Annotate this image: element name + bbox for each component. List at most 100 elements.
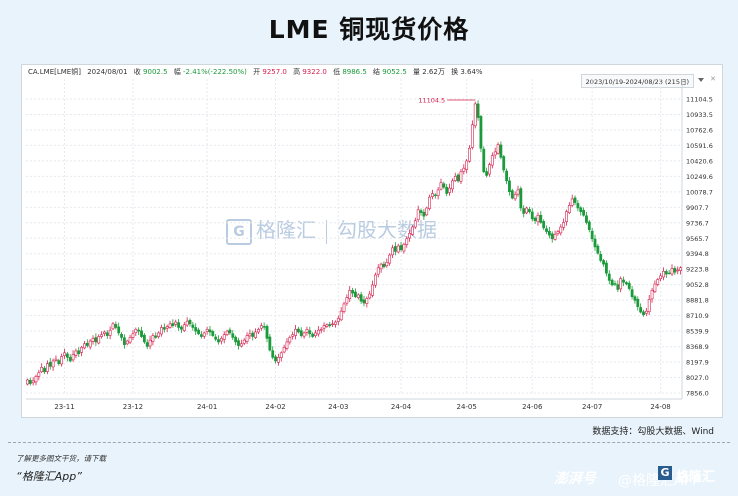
candle-body [325,324,329,327]
candle-body [473,103,477,127]
candle-body [419,210,423,213]
candle-body [94,337,98,343]
y-tick-label: 9736.7 [686,219,709,227]
low-value: 8986.5 [342,68,367,76]
candle-body [513,194,517,200]
candle-body [667,272,671,275]
candle-body [462,167,466,172]
candle-body [302,332,306,337]
candle-body [505,170,508,182]
candle-body [331,323,335,325]
candle-body [168,323,172,328]
candle-body [445,186,449,194]
candle-body [582,209,586,216]
x-tick-label: 24-05 [456,403,476,411]
quote-info-bar: CA.LME[LME铜] 2024/08/01 收 9002.5 幅 -2.41… [28,67,483,77]
candle-body [254,331,258,338]
candle-body [644,310,648,314]
candle-body [465,160,469,170]
candle-body [339,310,343,321]
candle-body [439,182,443,190]
candle-body [490,155,494,166]
y-tick-label: 10420.6 [686,157,713,165]
pengpai-watermark: 澎湃号 [554,471,596,487]
candle-body [291,334,295,337]
candle-body [542,221,546,229]
candle-body [174,321,178,325]
candle-body [596,245,600,254]
close-icon[interactable]: ✕ [710,75,716,83]
x-tick-label: 24-03 [328,403,348,411]
candle-body [502,156,506,171]
candle-body [208,329,212,333]
date-range-selector[interactable]: 2023/10/19-2024/08/23 (215日) [580,74,694,88]
candle-body [120,333,123,338]
candle-body [157,332,161,337]
candle-body [356,294,360,298]
candle-body [345,297,349,304]
candle-body [151,335,155,342]
candle-body [559,226,563,234]
x-tick-label: 24-01 [197,403,217,411]
candle-body [362,299,366,304]
candle-body [234,336,238,343]
candle-body [274,356,277,362]
candle-body [587,221,591,231]
candle-body [510,190,514,199]
candle-body [533,217,537,221]
candle-body [60,356,64,365]
candle-body [77,350,81,355]
candle-body [299,330,303,336]
quote-date: 2024/08/01 [87,68,128,76]
candle-body [171,323,175,326]
candle-body [545,228,548,232]
candle-body [285,341,289,349]
high-value: 9322.0 [302,68,327,76]
candle-body [553,233,557,240]
x-tick-label: 23-12 [123,403,143,411]
candle-body [613,283,617,285]
candle-body [485,171,489,176]
candle-body [616,284,620,290]
candle-body [211,331,215,336]
peak-label: 11104.5 [418,97,445,105]
chevron-down-icon[interactable] [698,78,704,82]
candle-body [262,326,266,328]
candle-body [470,124,474,148]
candle-body [599,254,603,261]
watermark-divider [326,219,327,244]
candle-body [319,328,323,331]
candle-body [28,379,32,384]
gelonghui-logo-icon: G [226,218,252,245]
candle-body [493,151,497,156]
candle-body [271,350,275,358]
candle-body [459,171,463,182]
candle-body [191,324,195,328]
candle-body [140,330,143,337]
candle-body [379,263,383,270]
candle-body [100,334,103,337]
candle-body [239,343,243,347]
settle-label: 结 [373,68,381,76]
candle-body [662,271,665,278]
candle-body [162,327,166,330]
volume-label: 量 [413,68,421,76]
candle-body [433,194,437,196]
candle-body [627,282,631,289]
candle-body [194,327,198,332]
candle-body [336,318,340,322]
x-tick-label: 24-08 [650,403,670,411]
candle-body [476,103,480,118]
candle-body [305,328,309,333]
candle-body [277,357,280,363]
candle-body [405,238,409,245]
candle-body [65,353,69,358]
candle-body [108,329,112,336]
candle-body [314,332,317,337]
candle-body [308,330,312,335]
candle-body [442,183,446,188]
candle-body [54,358,58,361]
candle-body [399,245,403,250]
candle-body [488,164,491,175]
gelonghui-footer-logo-icon: G [658,466,672,480]
